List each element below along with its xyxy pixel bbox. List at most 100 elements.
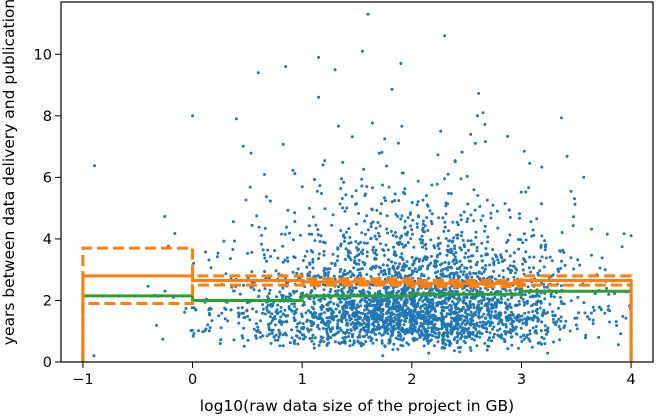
scatter-point <box>258 331 262 335</box>
scatter-point <box>259 319 262 323</box>
scatter-point <box>508 305 512 309</box>
scatter-point <box>452 326 456 330</box>
scatter-point <box>518 212 521 216</box>
scatter-point <box>254 334 258 338</box>
scatter-point <box>233 239 236 243</box>
scatter-point <box>527 337 531 341</box>
scatter-point <box>540 335 544 339</box>
scatter-point <box>441 216 445 220</box>
scatter-point <box>454 305 458 309</box>
scatter-point <box>448 286 452 290</box>
scatter-point <box>444 297 448 300</box>
scatter-point <box>348 269 352 273</box>
scatter-point <box>437 247 441 251</box>
scatter-point <box>333 340 337 344</box>
scatter-point <box>155 323 158 327</box>
scatter-point <box>448 296 452 299</box>
scatter-point <box>323 266 327 270</box>
scatter-point <box>374 319 378 323</box>
scatter-point <box>565 154 569 158</box>
scatter-point <box>369 339 373 343</box>
scatter-point <box>365 333 369 337</box>
scatter-point <box>292 340 296 343</box>
scatter-point <box>528 161 532 165</box>
scatter-point <box>521 262 524 266</box>
scatter-point <box>507 208 511 212</box>
scatter-point <box>369 267 373 271</box>
scatter-point <box>321 336 325 340</box>
scatter-point <box>477 324 481 328</box>
scatter-point <box>462 329 466 333</box>
scatter-point <box>599 308 603 312</box>
scatter-point <box>313 239 317 242</box>
x-tick-label: 0 <box>188 372 197 388</box>
scatter-point <box>331 310 335 314</box>
scatter-point <box>491 335 495 339</box>
scatter-point <box>485 309 489 312</box>
scatter-point <box>404 313 408 317</box>
scatter-point <box>517 302 521 306</box>
scatter-point <box>460 322 464 326</box>
scatter-point <box>241 144 245 148</box>
scatter-point <box>300 185 304 189</box>
scatter-point <box>332 274 336 278</box>
scatter-point <box>417 259 421 263</box>
scatter-point <box>306 327 309 331</box>
scatter-point <box>373 234 377 238</box>
scatter-point <box>412 259 416 263</box>
scatter-point <box>477 271 481 275</box>
scatter-point <box>471 254 475 258</box>
scatter-point <box>417 298 421 302</box>
scatter-point <box>444 237 448 240</box>
scatter-point <box>259 335 263 339</box>
scatter-point <box>535 307 539 311</box>
scatter-point <box>328 327 332 331</box>
scatter-point <box>468 346 472 350</box>
scatter-point <box>502 337 506 341</box>
scatter-point <box>397 243 401 247</box>
scatter-point <box>266 303 270 307</box>
scatter-point <box>531 326 535 330</box>
scatter-point <box>463 256 467 259</box>
scatter-point <box>416 312 420 316</box>
scatter-point <box>390 274 394 278</box>
scatter-point <box>357 310 361 314</box>
scatter-point <box>438 276 441 280</box>
scatter-point <box>248 318 252 322</box>
scatter-point <box>391 348 395 351</box>
scatter-point <box>342 338 346 342</box>
scatter-point <box>338 310 342 314</box>
scatter-point <box>220 311 224 315</box>
scatter-point <box>497 261 501 265</box>
scatter-point <box>264 195 268 199</box>
scatter-point <box>572 215 575 219</box>
scatter-point <box>405 260 409 264</box>
scatter-point <box>543 342 547 346</box>
scatter-point <box>322 288 326 292</box>
scatter-point <box>194 308 198 312</box>
scatter-point <box>272 335 276 339</box>
scatter-point <box>475 246 479 249</box>
scatter-point <box>521 321 525 325</box>
scatter-point <box>380 299 383 303</box>
scatter-point <box>415 222 419 226</box>
x-tick-label: 1 <box>298 372 307 388</box>
scatter-point <box>396 309 400 313</box>
scatter-point <box>217 314 221 318</box>
scatter-point <box>281 333 285 337</box>
scatter-point <box>287 295 291 299</box>
scatter-point <box>420 234 424 238</box>
scatter-point <box>622 232 626 236</box>
scatter-point <box>382 249 386 252</box>
scatter-point <box>417 215 421 219</box>
scatter-point <box>484 302 488 306</box>
scatter-point <box>354 240 358 243</box>
scatter-point <box>343 239 346 243</box>
scatter-point <box>386 231 389 235</box>
scatter-point <box>352 266 356 270</box>
scatter-point <box>624 316 628 320</box>
scatter-point <box>403 187 407 191</box>
scatter-point <box>458 297 462 301</box>
scatter-point <box>440 289 444 293</box>
scatter-point <box>513 271 517 275</box>
